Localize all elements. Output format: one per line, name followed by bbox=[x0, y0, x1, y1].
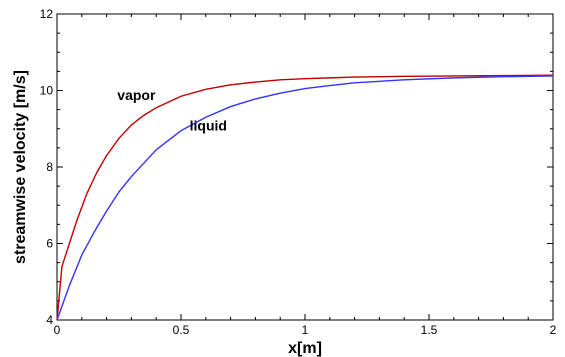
series-label-liquid: liquid bbox=[190, 118, 227, 134]
series-line-liquid bbox=[56, 75, 554, 321]
x-tick-label: 1.5 bbox=[421, 323, 438, 337]
y-tick-label: 8 bbox=[46, 160, 53, 174]
y-tick-label: 12 bbox=[40, 7, 54, 21]
x-tick-label: 2 bbox=[550, 323, 557, 337]
ticks bbox=[56, 13, 554, 321]
series-line-vapor bbox=[56, 74, 554, 321]
x-axis-title: x[m] bbox=[288, 340, 322, 357]
x-tick-label: 1 bbox=[302, 323, 309, 337]
y-tick-label: 6 bbox=[46, 237, 53, 251]
annotations: vapor liquid bbox=[117, 87, 227, 134]
tick-labels: 0 0.5 1 1.5 2 4 6 8 10 12 bbox=[40, 7, 557, 337]
x-tick-label: 0 bbox=[54, 323, 61, 337]
plot-frame bbox=[56, 13, 554, 321]
y-axis-title: streamwise velocity [m/s] bbox=[12, 70, 29, 264]
series-lines bbox=[56, 74, 554, 321]
x-tick-label: 0.5 bbox=[173, 323, 190, 337]
y-tick-label: 4 bbox=[46, 313, 53, 327]
y-tick-label: 10 bbox=[40, 84, 54, 98]
series-label-vapor: vapor bbox=[117, 87, 156, 103]
